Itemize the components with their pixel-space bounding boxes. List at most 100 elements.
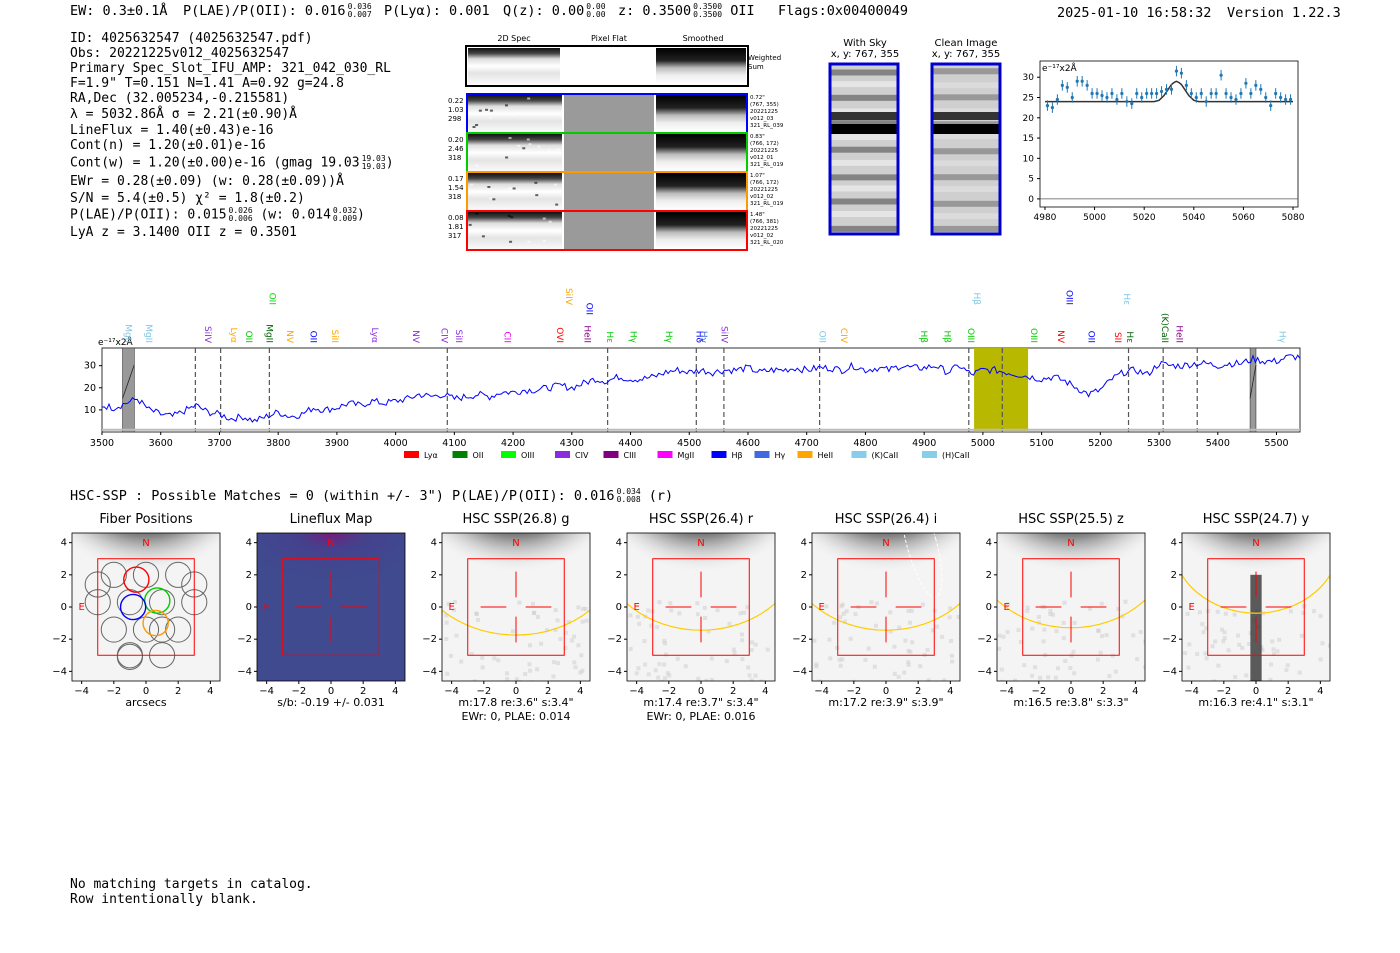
line-id-label: OII xyxy=(1086,331,1096,343)
noise-pixel xyxy=(1204,626,1209,631)
cutout-row-meta: 321_RL_020 xyxy=(750,240,784,246)
fiber-circle xyxy=(165,561,192,588)
spectrum-xtick-label: 4800 xyxy=(853,438,877,449)
noise-pixel xyxy=(753,642,758,647)
noise-pixel xyxy=(908,620,913,625)
info-contw: Cont(w) = 1.20(±0.00)e-16 (gmag 19.03 19.… xyxy=(70,154,394,171)
weighted-sum-2d xyxy=(468,48,560,84)
noise-pixel xyxy=(1050,612,1055,617)
cutout-pixel-flat xyxy=(564,95,654,132)
noise-pixel xyxy=(514,677,519,681)
noise-pixel xyxy=(765,647,770,652)
noise-pixel xyxy=(446,602,451,607)
line-id-label: Lyα xyxy=(369,328,379,344)
cutout-row-meta: v012_02 xyxy=(750,233,774,239)
panel-ytick-label: 2 xyxy=(431,570,437,581)
cutout-row-stat: 1.81 xyxy=(448,223,464,231)
line-id-label: SiIV xyxy=(202,326,212,344)
header-z-lo: 0.3500 xyxy=(693,10,723,19)
noise-pixel xyxy=(1025,608,1030,613)
header-z-hi: 0.3500 xyxy=(693,2,723,11)
noise-pixel xyxy=(505,156,509,159)
noise-pixel xyxy=(535,194,539,197)
legend-swatch xyxy=(797,451,813,458)
north-label: N xyxy=(1252,538,1259,549)
sky-image-frame xyxy=(930,62,1002,236)
panel-ytick-label: 0 xyxy=(246,602,252,613)
noise-pixel xyxy=(469,651,474,656)
noise-pixel xyxy=(1187,642,1192,647)
sky-stripe xyxy=(932,108,1000,115)
noise-pixel xyxy=(902,670,907,675)
panel-ytick-label: 0 xyxy=(616,602,622,613)
noise-pixel xyxy=(935,624,940,629)
noise-pixel xyxy=(997,633,1002,638)
noise-pixel xyxy=(1001,634,1006,639)
noise-pixel xyxy=(947,615,952,620)
noise-pixel xyxy=(906,660,911,665)
zoom-point xyxy=(1145,91,1149,96)
noise-pixel xyxy=(863,657,868,662)
line-id-label: CII xyxy=(501,331,511,343)
noise-pixel xyxy=(509,240,513,243)
noise-pixel xyxy=(1005,630,1010,635)
noise-pixel xyxy=(551,674,556,679)
noise-pixel xyxy=(1219,627,1224,632)
sky-stripe xyxy=(830,81,898,88)
noise-pixel xyxy=(531,610,536,615)
noise-pixel xyxy=(445,671,450,676)
sky-stripe xyxy=(830,225,898,232)
info-plae-lo: 0.006 xyxy=(228,214,253,223)
panel-title: HSC SSP(25.5) z xyxy=(1018,512,1124,527)
sky-stripe xyxy=(830,108,898,115)
zoom-point xyxy=(1288,97,1293,102)
panel-xtick-label: 2 xyxy=(545,686,551,697)
noise-pixel xyxy=(1138,679,1143,681)
zoom-point xyxy=(1140,95,1144,100)
panel-title: HSC SSP(26.4) r xyxy=(648,512,754,527)
spectrum-xtick-label: 5300 xyxy=(1147,438,1171,449)
noise-pixel xyxy=(1100,634,1105,639)
noise-pixel xyxy=(759,679,764,681)
noise-pixel xyxy=(558,636,563,641)
panel-ytick-label: 0 xyxy=(986,602,992,613)
noise-pixel xyxy=(542,239,546,242)
cutout-row-stat: 298 xyxy=(448,115,461,123)
zoom-point xyxy=(1283,97,1288,102)
legend-swatch xyxy=(754,451,770,458)
noise-pixel xyxy=(1036,614,1041,619)
panel-footer: arcsecs xyxy=(125,696,167,709)
zoom-ytick-label: 5 xyxy=(1028,175,1034,185)
hsc-line: HSC-SSP : Possible Matches = 0 (within +… xyxy=(70,488,673,505)
north-label: N xyxy=(327,538,334,549)
noise-pixel xyxy=(848,636,853,641)
noise-pixel xyxy=(522,147,526,150)
zoom-xtick-label: 5040 xyxy=(1182,213,1205,223)
noise-pixel xyxy=(1318,657,1323,662)
panel-xtick-label: 4 xyxy=(577,686,583,697)
spectrum-xtick-label: 3800 xyxy=(266,438,290,449)
cutout-row-meta: v012_02 xyxy=(750,194,774,200)
spectrum-unit: e⁻¹⁷x2Å xyxy=(98,336,134,348)
spectrum-xtick-label: 3700 xyxy=(207,438,231,449)
noise-pixel xyxy=(739,632,744,637)
fiber-circle xyxy=(100,561,127,588)
line-id-label: SiIV xyxy=(563,288,573,306)
cutout-pixel-flat xyxy=(564,134,654,171)
noise-pixel xyxy=(814,664,819,669)
cutout-row-meta: (766, 172) xyxy=(750,180,779,186)
cutout-smoothed xyxy=(656,134,746,171)
info-plae: P(LAE)/P(OII): 0.015 0.026 0.006 (w: 0.014… xyxy=(70,206,365,223)
noise-pixel xyxy=(504,671,509,676)
header-ew: EW: 0.3±0.1Å xyxy=(70,3,168,19)
noise-pixel xyxy=(1222,636,1227,641)
clean-image-xy: x, y: 767, 355 xyxy=(931,49,1001,60)
zoom-point xyxy=(1090,91,1094,96)
noise-pixel xyxy=(555,203,559,206)
noise-pixel xyxy=(643,662,648,667)
noise-pixel xyxy=(812,638,817,643)
sky-stripe xyxy=(932,200,1000,207)
sky-stripe xyxy=(932,82,1000,89)
header-flags: Flags:0x00400049 xyxy=(778,3,909,19)
